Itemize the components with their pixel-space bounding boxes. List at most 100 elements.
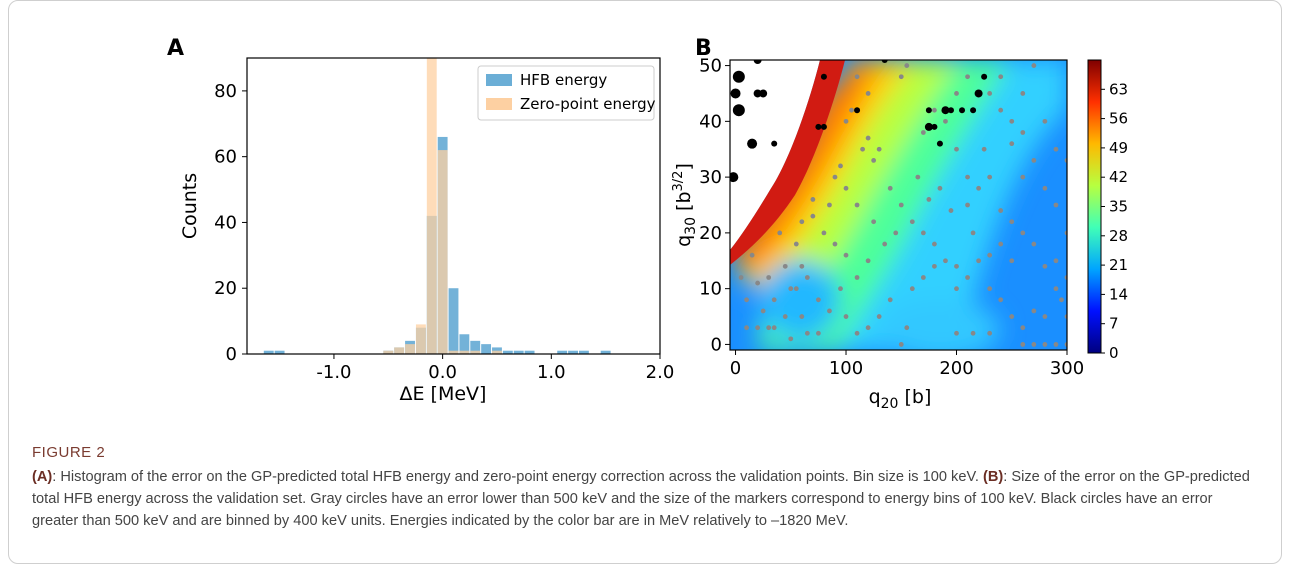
gray-point [854,202,860,208]
gray-point [1009,141,1015,147]
gray-point [1009,314,1015,319]
gray-point [1042,342,1048,347]
gray-point [843,314,849,319]
zpe-bar [405,344,415,354]
histogram-xlabel: ΔE [MeV] [400,383,487,405]
colorbar-tick-label: 49 [1109,139,1128,157]
y-tick-label: 10 [699,279,722,300]
gray-point [777,230,783,236]
gray-point [865,325,871,331]
contour-blob-mid [880,300,1000,350]
gray-point [854,74,860,80]
gray-point [926,197,932,202]
hfb-bar [524,350,535,354]
gray-point [887,297,893,303]
gray-point [904,63,910,68]
legend-label-zpe: Zero-point energy [520,95,656,113]
gray-point [965,202,970,208]
panel-label-a: A [167,36,184,61]
gray-point [976,258,982,264]
gray-point [954,330,959,336]
gray-point [915,174,921,180]
gray-point [804,275,810,280]
black-point [925,107,932,114]
gray-point [909,219,915,225]
gray-point [860,146,865,152]
gray-point [998,208,1004,213]
gray-point [1031,241,1037,247]
gray-point [799,314,805,319]
gray-point [898,342,904,347]
gray-point [843,252,849,258]
y-tick-label: 20 [699,223,722,244]
gray-point [827,202,832,208]
gray-point [1031,157,1037,163]
gray-point [799,263,805,269]
gray-point [1009,258,1015,264]
caption-body: (A): Histogram of the error on the GP-pr… [32,466,1257,532]
caption-text-b: : Size of the error on the GP-predicted … [32,469,1250,529]
gray-point [815,297,821,303]
x-tick-label: 0 [730,358,741,379]
gray-point [943,258,948,264]
black-point [753,89,762,98]
histogram-ticks: -1.0 0.0 1.0 2.0 0 20 40 60 80 [214,81,674,383]
black-point [820,73,827,80]
caption-title: FIGURE 2 [32,444,106,461]
panel-label-b: B [695,36,712,61]
hfb-bar [459,334,470,354]
gray-point [1020,325,1026,331]
contour-axes-frame [729,59,1068,351]
gray-point [987,174,993,180]
gray-point [904,325,910,331]
black-point [771,140,778,147]
gray-point [871,157,877,163]
histogram-bars [263,58,611,354]
gray-point [965,275,970,280]
hfb-bar [557,350,568,354]
colorbar-tick-label: 63 [1109,80,1128,98]
gray-point [965,74,970,80]
hfb-bar [263,350,274,354]
caption-tag-a: (A) [32,469,53,485]
gray-point [1020,130,1026,135]
contour-field [730,60,1067,350]
gray-point [793,286,799,292]
histogram-legend: HFB energy Zero-point energy [477,65,656,121]
x-tick-label: 2.0 [646,362,675,383]
gray-point [1053,146,1059,152]
gray-point [749,252,755,258]
gray-point [771,297,777,303]
gray-point [782,263,788,269]
gray-point [932,263,937,269]
caption-tag-b: (B) [982,469,1004,485]
gray-point [755,280,761,286]
gray-point [1053,342,1059,347]
gray-point [1042,314,1048,319]
gray-point [804,330,810,336]
gray-point [898,202,904,208]
black-point [759,89,768,98]
black-point [815,123,822,130]
gray-point [838,286,843,292]
gray-point [865,258,871,264]
black-point [730,88,741,99]
black-point [936,140,943,147]
gray-point [954,286,959,292]
black-point [732,70,745,83]
gray-point [1020,91,1026,96]
hfb-bar [578,350,589,354]
gray-point [1009,219,1015,225]
black-point [753,60,762,64]
hfb-bar [470,340,481,354]
colorbar-ticks: 0 7 14 21 28 35 42 49 56 63 [1101,80,1128,362]
gray-point [766,325,772,331]
gray-point [898,74,904,80]
gray-point [843,185,849,191]
hfb-bar [513,350,524,354]
gray-point [782,314,788,319]
histogram-panel: -1.0 0.0 1.0 2.0 0 20 40 60 80 ΔE [MeV] Counts H… [179,57,674,405]
gray-point [943,118,948,124]
gray-point [1042,118,1048,124]
gray-point [871,219,877,225]
